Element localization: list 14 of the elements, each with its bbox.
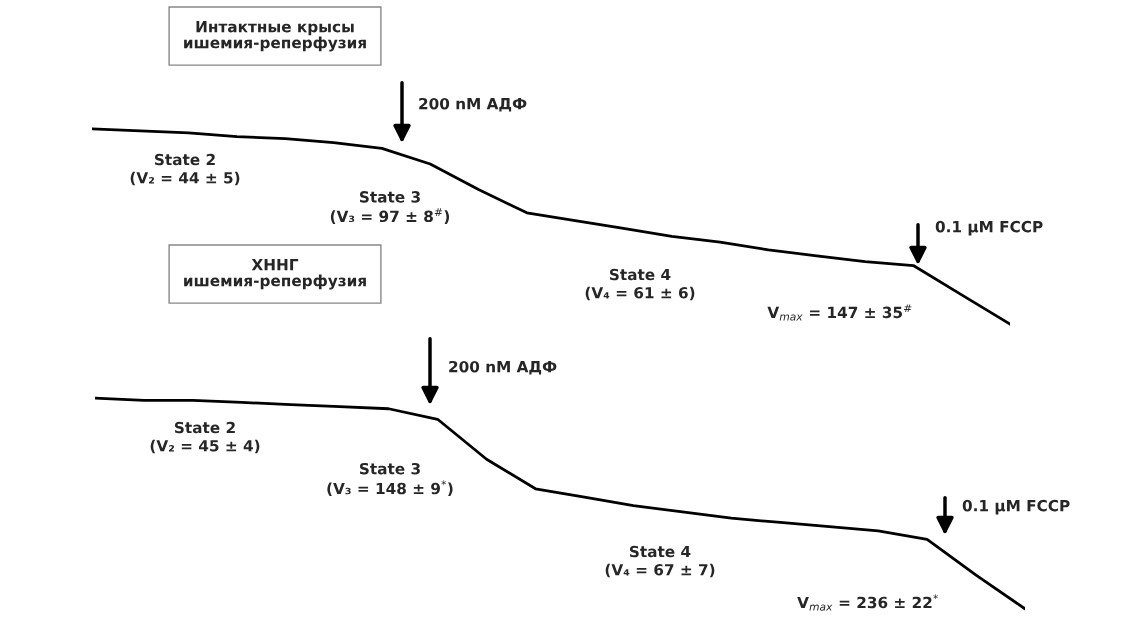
annotation: State 4 (V₄ = 61 ± 6) <box>585 268 695 301</box>
annotation: V$_{max}$ = 147 ± 35$^{#}$ <box>767 304 912 321</box>
annotation: State 2 (V₂ = 44 ± 5) <box>130 153 240 186</box>
annotation: 0.1 μM FCCP <box>962 499 1070 515</box>
text: 200 nM АДФ <box>419 97 527 112</box>
annotation: V$_{max}$ = 236 ± 22$^{*}$ <box>797 594 938 611</box>
chart-title: ХННГ ишемия-реперфузия <box>184 259 366 290</box>
annotation: State 3 (V₃ = 148 ± 9$^{*}$) <box>327 462 453 497</box>
annotation: State 4 (V₄ = 67 ± 7) <box>605 545 715 578</box>
annotation: 0.1 μM FCCP <box>935 220 1043 236</box>
chart-title: Интактные крысы ишемия-реперфузия <box>184 21 366 52</box>
annotation: State 2 (V₂ = 45 ± 4) <box>150 421 260 454</box>
text: 200 nM АДФ <box>449 360 557 375</box>
annotation: State 3 (V₃ = 97 ± 8$^{#}$) <box>330 191 450 224</box>
